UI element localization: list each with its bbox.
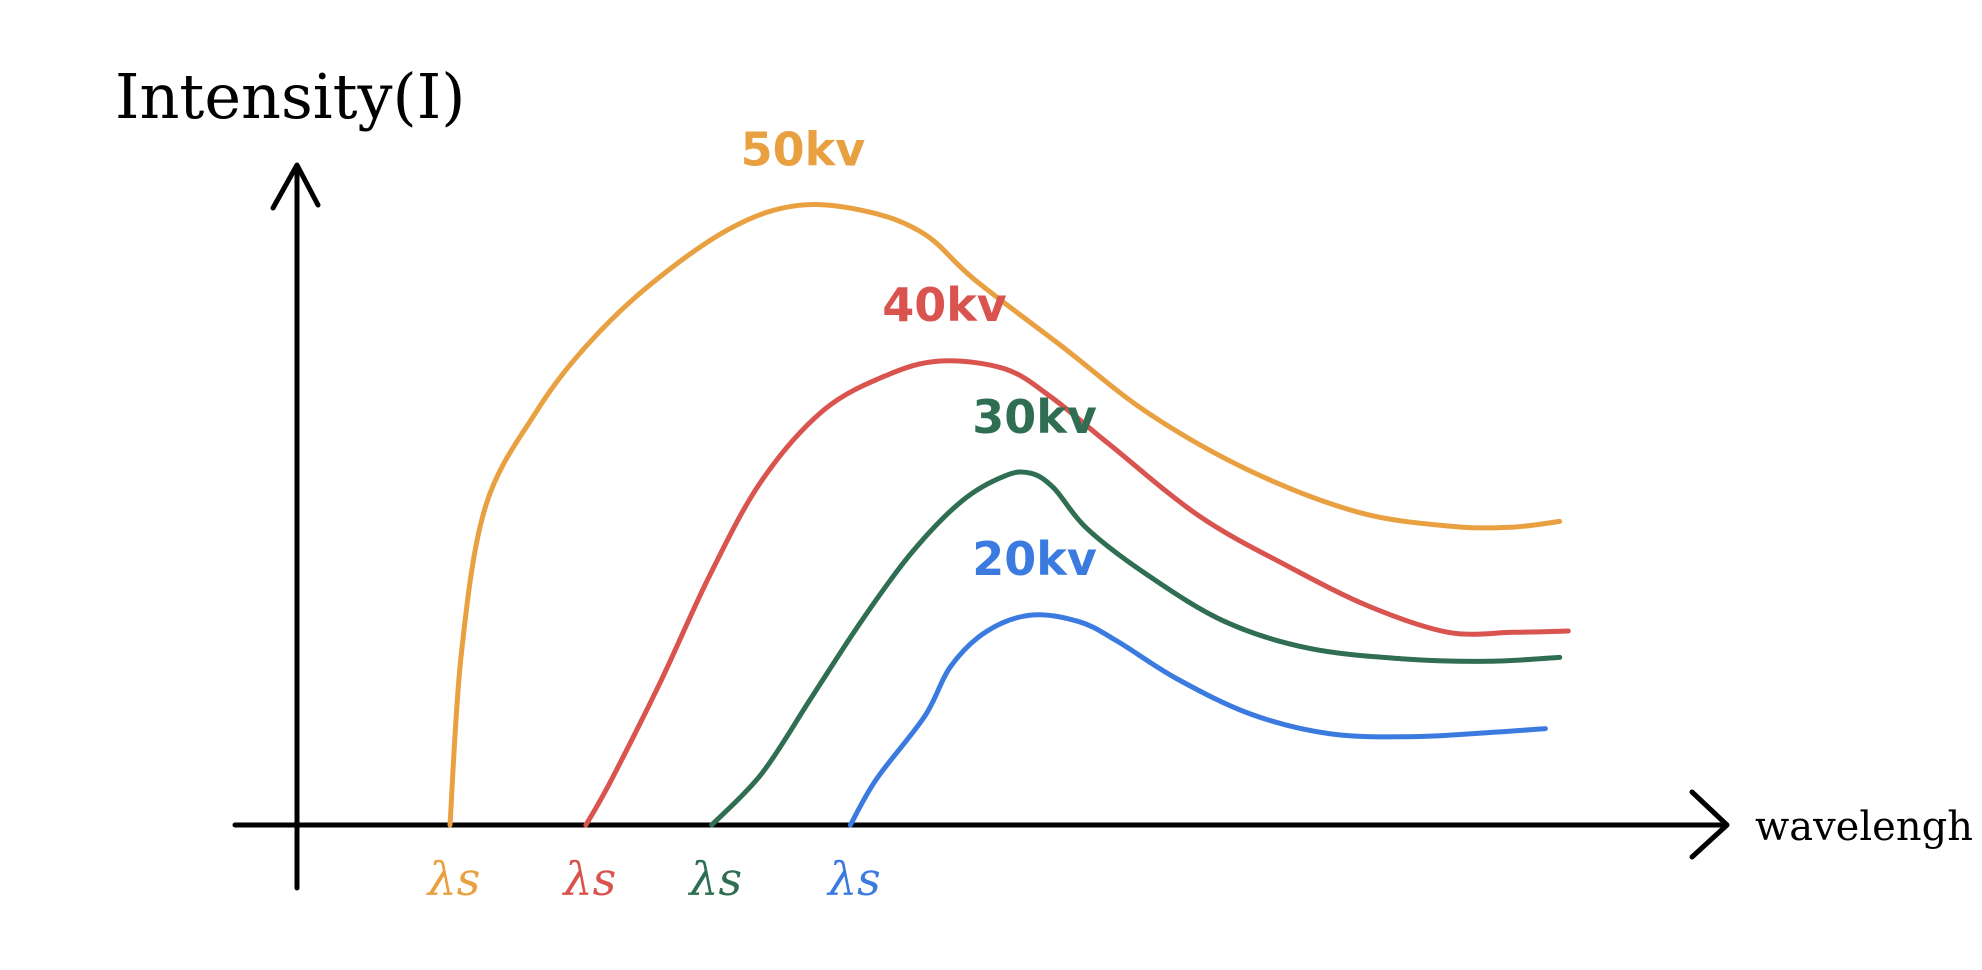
series-labels: 50kv 40kv 30kv 20kv xyxy=(741,122,1097,586)
y-axis-arrowhead xyxy=(270,162,321,211)
series-label-30kv: 30kv xyxy=(972,390,1097,444)
x-axis-arrowhead xyxy=(1689,789,1730,860)
series-label-20kv: 20kv xyxy=(972,532,1097,586)
series-line-30kv xyxy=(709,469,1563,828)
cutoff-label-20kv: λs xyxy=(826,852,881,906)
series-label-50kv: 50kv xyxy=(741,122,866,176)
x-axis-title: wavelengh xyxy=(1755,804,1973,850)
cutoff-label-30kv: λs xyxy=(687,852,742,906)
cutoff-label-50kv: λs xyxy=(426,852,481,906)
y-axis-title: Intensity(I) xyxy=(115,60,465,133)
cutoff-wavelength-labels: λs λs λs λs xyxy=(426,852,881,906)
series-line-20kv xyxy=(847,612,1548,828)
series-line-40kv xyxy=(583,358,1571,828)
series-line-50kv xyxy=(447,201,1563,828)
series-label-40kv: 40kv xyxy=(882,278,1007,332)
cutoff-label-40kv: λs xyxy=(562,852,617,906)
series-curves xyxy=(447,201,1571,828)
